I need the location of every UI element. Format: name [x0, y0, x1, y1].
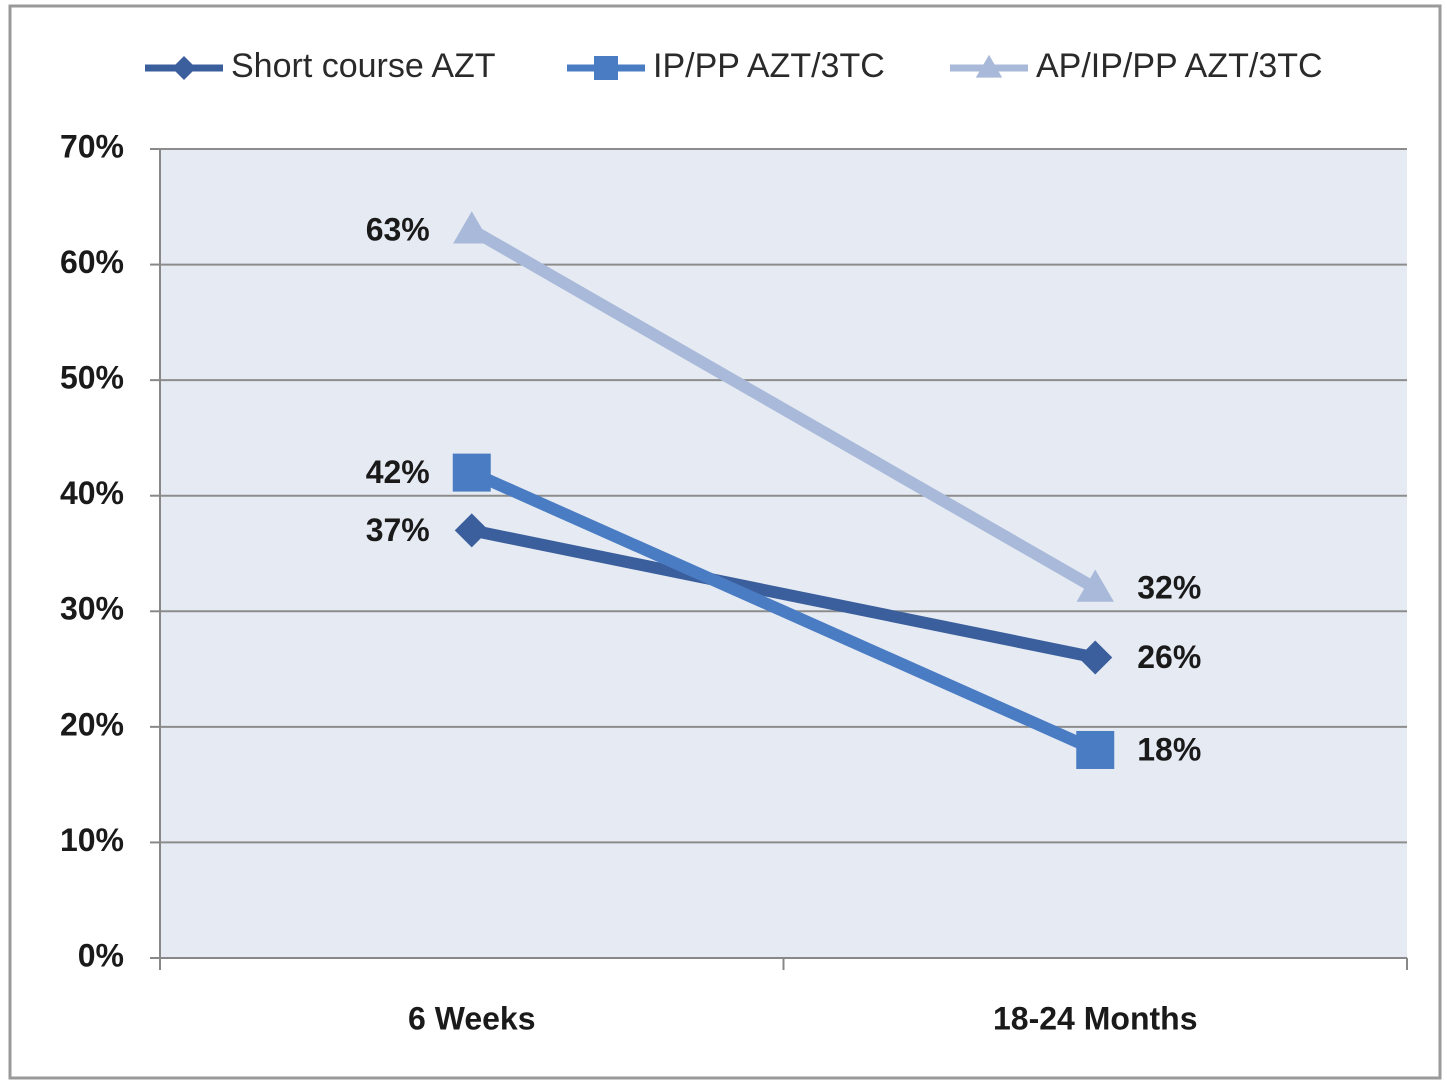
data-label: 32% — [1137, 570, 1201, 606]
series-line — [470, 524, 1097, 664]
marker — [594, 56, 618, 80]
marker — [454, 513, 489, 548]
y-tick-label: 50% — [60, 360, 124, 396]
marker — [1078, 640, 1113, 675]
marker — [453, 211, 491, 244]
y-tick-label: 60% — [60, 244, 124, 280]
y-tick-label: 20% — [60, 706, 124, 742]
y-tick-label: 70% — [60, 128, 124, 164]
series-line — [468, 224, 1099, 594]
data-label: 37% — [366, 512, 430, 548]
y-tick-label: 10% — [60, 822, 124, 858]
marker — [1076, 730, 1115, 769]
data-label: 63% — [366, 211, 430, 247]
legend-label: Short course AZT — [231, 47, 496, 85]
data-label: 26% — [1137, 639, 1201, 675]
marker — [172, 56, 196, 80]
legend-label: AP/IP/PP AZT/3TC — [1036, 47, 1323, 85]
marker — [452, 453, 491, 492]
marker — [975, 54, 1003, 78]
x-tick-label: 6 Weeks — [408, 1000, 536, 1036]
legend-label: IP/PP AZT/3TC — [653, 47, 885, 85]
marker — [1076, 569, 1114, 602]
y-tick-label: 0% — [78, 937, 124, 973]
x-tick-label: 18-24 Months — [993, 1000, 1197, 1036]
y-tick-label: 30% — [60, 591, 124, 627]
data-label: 18% — [1137, 731, 1201, 767]
y-tick-label: 40% — [60, 475, 124, 511]
data-label: 42% — [366, 454, 430, 490]
series-line — [469, 467, 1098, 756]
plot-area — [160, 149, 1407, 958]
